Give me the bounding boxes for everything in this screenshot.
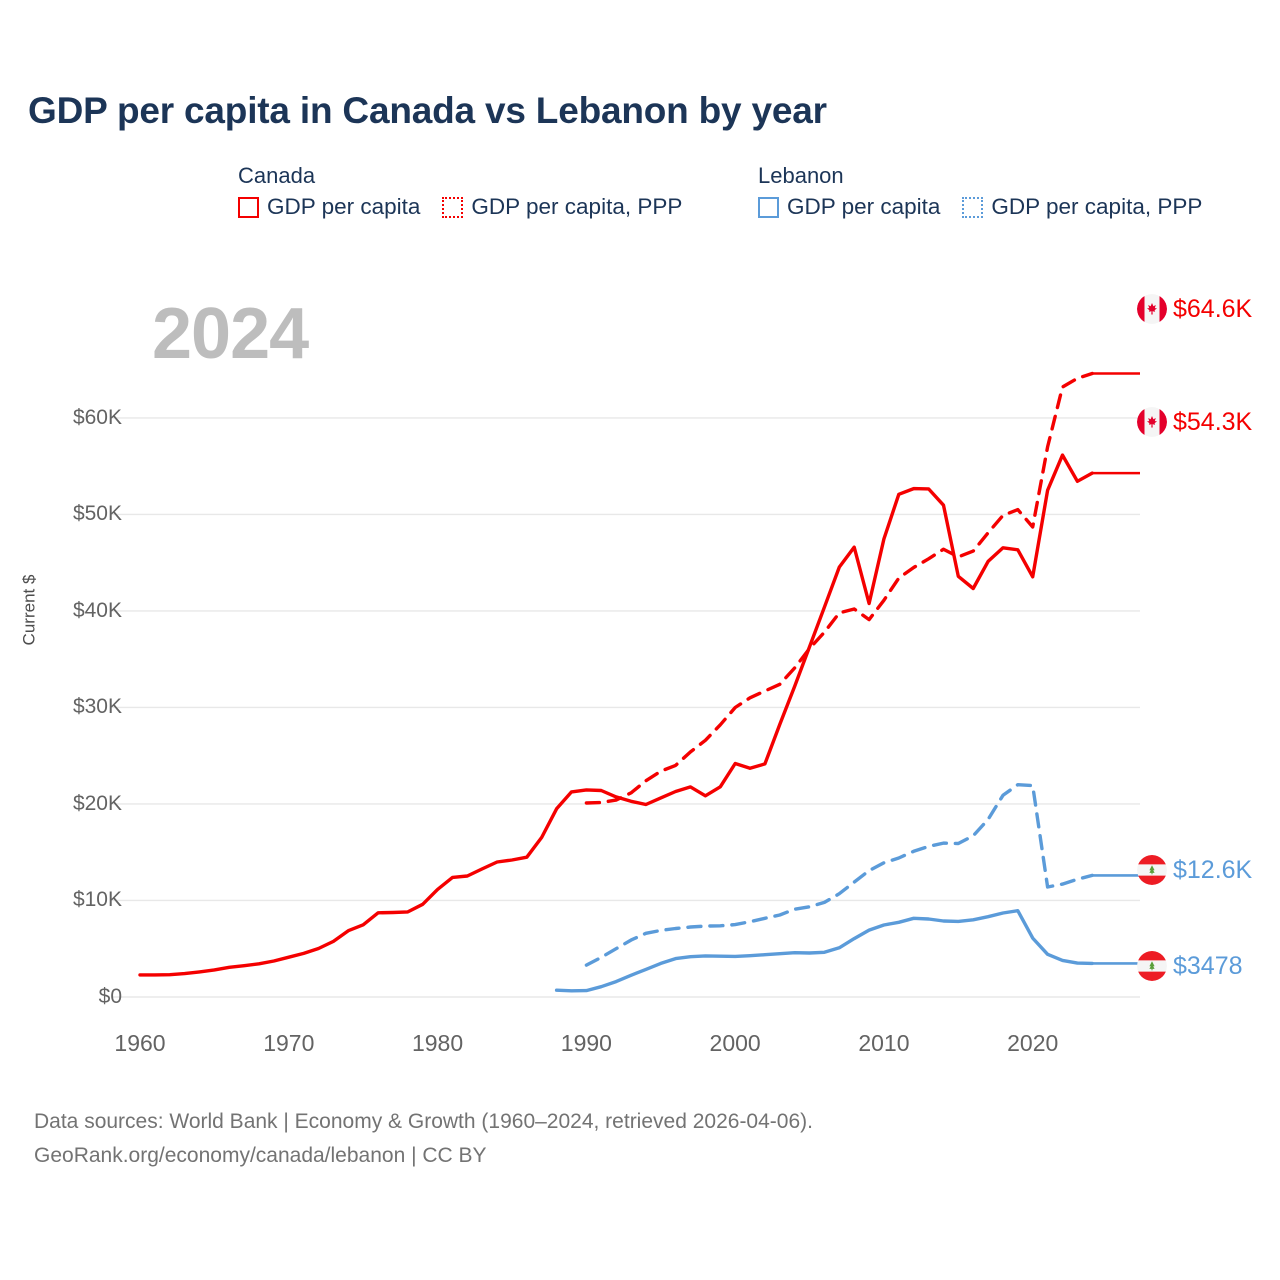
legend-label-lebanon-gdp: GDP per capita (787, 194, 941, 219)
canada-flag-icon (1137, 407, 1167, 437)
end-label-lebanon-ppp: $12.6K (1137, 855, 1252, 885)
x-axis-tick: 1980 (411, 1030, 464, 1056)
end-label-value: $12.6K (1173, 855, 1253, 884)
x-axis-tick: 1990 (560, 1030, 612, 1056)
legend-label-lebanon-ppp: GDP per capita, PPP (991, 194, 1203, 219)
end-label-value: $54.3K (1173, 407, 1253, 436)
x-axis-tick: 2010 (858, 1030, 910, 1056)
legend-item-lebanon-ppp[interactable]: GDP per capita, PPP (962, 194, 1202, 220)
x-axis-tick: 2020 (1007, 1030, 1059, 1056)
y-axis-tick: $30K (72, 695, 122, 719)
lebanon-flag-icon (1137, 855, 1167, 885)
page-title: GDP per capita in Canada vs Lebanon by y… (28, 90, 827, 131)
legend-country-lebanon: Lebanon (758, 163, 844, 188)
series-line-canada-gdp-per-capita-ppp (584, 371, 1094, 805)
x-axis-tick: 1970 (263, 1030, 315, 1056)
end-label-lebanon-gdp: $3478 (1137, 951, 1243, 981)
legend-group-canada: Canada GDP per capita GDP per capita, PP… (238, 163, 682, 220)
legend-item-canada-ppp[interactable]: GDP per capita, PPP (442, 194, 682, 220)
legend-label-canada-ppp: GDP per capita, PPP (471, 194, 683, 219)
legend-country-canada: Canada (238, 163, 316, 188)
legend-group-lebanon: Lebanon GDP per capita GDP per capita, P… (758, 163, 1202, 220)
series-line-lebanon-gdp-per-capita (554, 909, 1094, 993)
legend-item-canada-gdp[interactable]: GDP per capita (238, 194, 420, 220)
footer-line-2: GeoRank.org/economy/canada/lebanon | CC … (34, 1144, 487, 1168)
legend-swatch-solid-icon (238, 196, 259, 218)
end-label-canada-gdp: $54.3K (1137, 407, 1252, 437)
chart-legend: Canada GDP per capita GDP per capita, PP… (238, 163, 1258, 243)
canada-flag-icon (1137, 294, 1167, 324)
legend-swatch-dotted-icon (442, 196, 464, 218)
y-axis-tick: $50K (72, 502, 122, 526)
footer-line-1: Data sources: World Bank | Economy & Gro… (34, 1110, 813, 1133)
legend-swatch-dotted-icon (962, 196, 984, 218)
legend-swatch-solid-icon (758, 196, 779, 218)
x-axis-tick: 2000 (709, 1030, 761, 1056)
y-axis-label: Current $ (19, 574, 39, 646)
end-label-value: $64.6K (1173, 294, 1253, 323)
x-axis-tick: 1960 (114, 1030, 166, 1056)
y-axis-tick: $40K (72, 598, 122, 622)
legend-item-lebanon-gdp[interactable]: GDP per capita (758, 194, 940, 220)
y-axis-tick: $60K (72, 405, 122, 429)
end-label-canada-ppp: $64.6K (1137, 294, 1252, 324)
legend-label-canada-gdp: GDP per capita (267, 194, 421, 219)
chart-footer: Data sources: World Bank | Economy & Gro… (34, 1105, 813, 1173)
y-axis-tick: $20K (72, 791, 122, 815)
series-line-lebanon-gdp-per-capita-ppp (584, 783, 1094, 967)
y-axis-tick: $0 (98, 985, 122, 1008)
series-line-canada-gdp-per-capita (138, 453, 1094, 977)
lebanon-flag-icon (1137, 951, 1167, 981)
y-axis-tick: $10K (72, 888, 122, 912)
end-label-value: $3478 (1173, 951, 1243, 980)
